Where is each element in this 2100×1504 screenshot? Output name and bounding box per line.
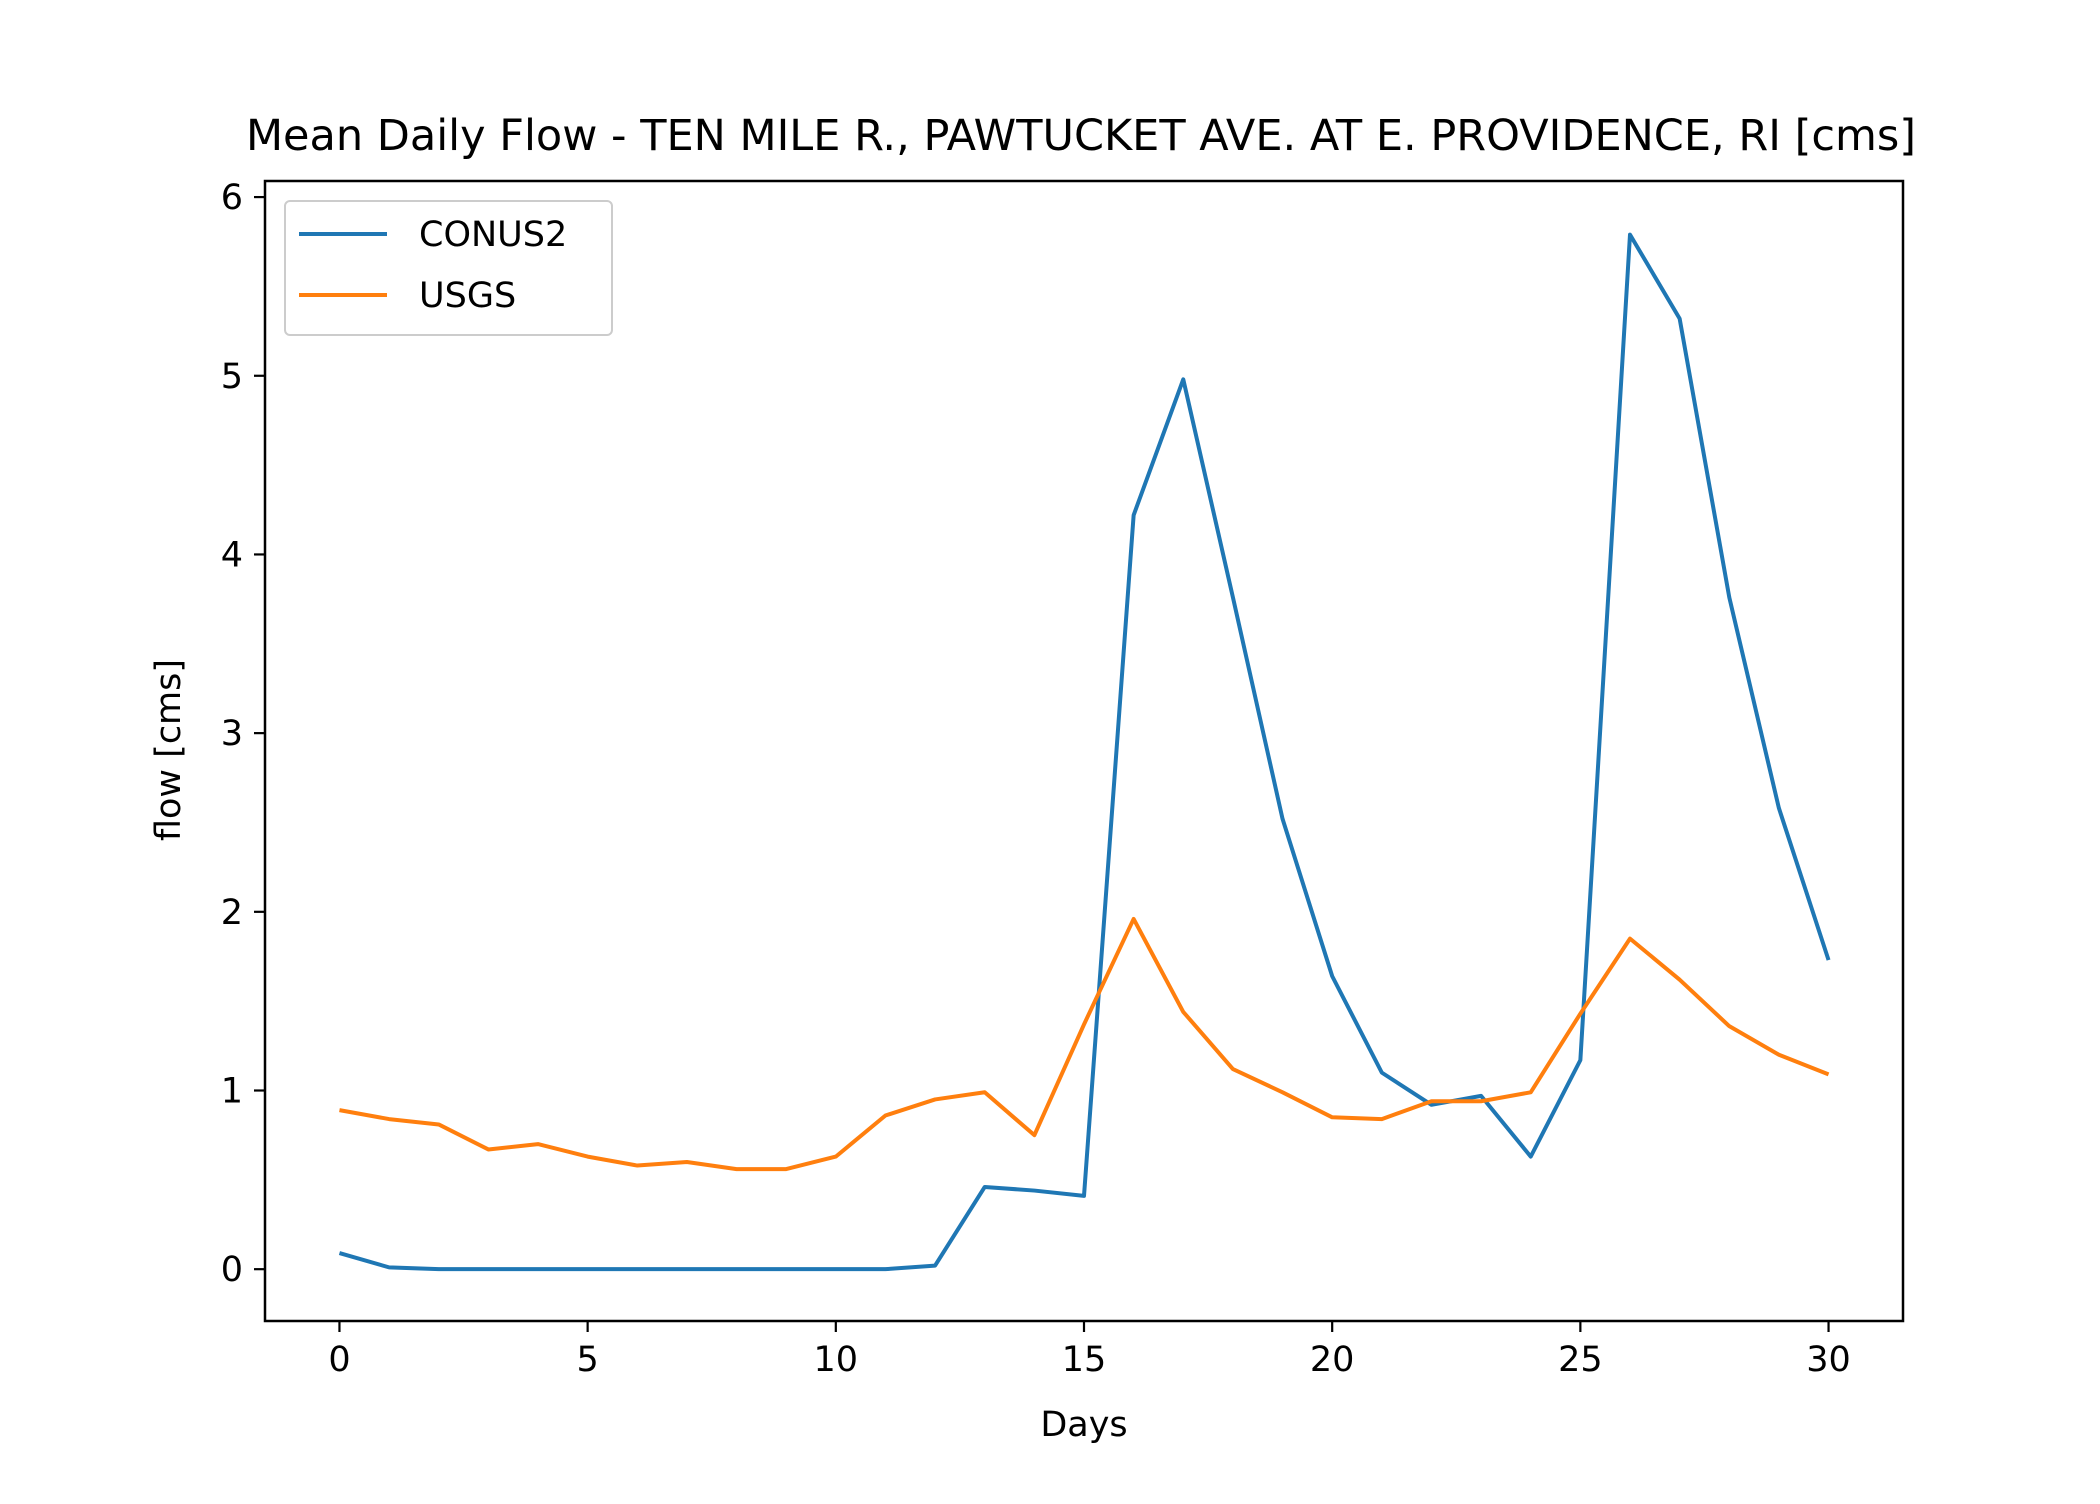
y-tick-label: 1 <box>221 1071 243 1111</box>
x-tick-label: 0 <box>328 1340 350 1380</box>
series-line-conus2 <box>339 235 1828 1270</box>
y-tick-label: 0 <box>221 1250 243 1290</box>
x-tick-label: 20 <box>1310 1340 1355 1380</box>
series-conus2 <box>339 235 1828 1270</box>
plot-frame <box>265 181 1903 1321</box>
y-tick-label: 4 <box>221 535 243 575</box>
series-layer <box>339 235 1828 1270</box>
legend: CONUS2 USGS <box>285 201 612 335</box>
series-usgs <box>339 919 1828 1169</box>
x-tick-label: 15 <box>1062 1340 1107 1380</box>
y-tick-label: 2 <box>221 893 243 933</box>
legend-label: CONUS2 <box>419 215 567 255</box>
x-tick-label: 10 <box>814 1340 859 1380</box>
y-axis-label: flow [cms] <box>149 659 189 841</box>
x-tick-label: 25 <box>1558 1340 1603 1380</box>
y-tick-label: 5 <box>221 357 243 397</box>
y-tick-label: 6 <box>221 178 243 218</box>
y-tick-label: 3 <box>221 714 243 754</box>
x-axis-label: Days <box>1040 1405 1127 1445</box>
x-axis: 0 5 10 15 20 25 30 <box>328 1321 1851 1380</box>
x-tick-label: 5 <box>576 1340 598 1380</box>
x-tick-label: 30 <box>1806 1340 1851 1380</box>
y-axis: 0 1 2 3 4 5 6 <box>221 178 265 1290</box>
series-line-usgs <box>339 919 1828 1169</box>
chart-title: Mean Daily Flow - TEN MILE R., PAWTUCKET… <box>246 111 1916 161</box>
legend-label: USGS <box>419 276 516 316</box>
